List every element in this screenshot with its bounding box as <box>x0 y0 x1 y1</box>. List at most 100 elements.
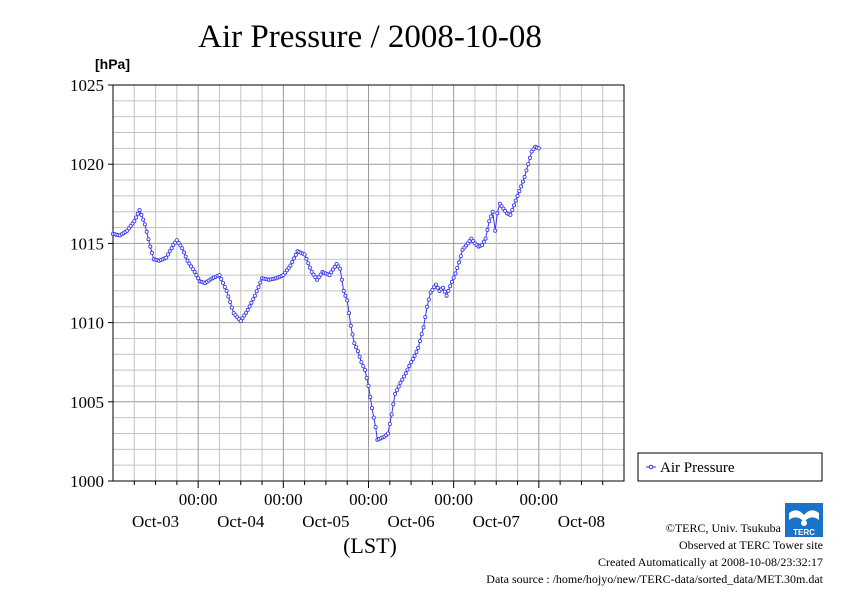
data-point <box>254 289 259 294</box>
data-point <box>135 211 140 216</box>
data-point <box>520 179 525 184</box>
data-point <box>228 299 233 304</box>
data-point <box>139 212 144 217</box>
data-point <box>134 215 139 220</box>
data-point <box>419 332 424 337</box>
data-point <box>517 189 522 194</box>
data-point <box>396 384 401 389</box>
data-point <box>137 208 142 213</box>
data-point <box>401 374 406 379</box>
data-point <box>522 174 527 179</box>
data-point <box>373 425 378 430</box>
data-point <box>357 354 362 359</box>
chart-title: Air Pressure / 2008-10-08 <box>198 19 542 55</box>
data-point <box>524 168 529 173</box>
y-axis: 1000 1005 1010 1015 1020 1025 <box>70 76 113 491</box>
copyright-text: ©TERC, Univ. Tsukuba <box>666 521 782 535</box>
data-point <box>242 313 247 318</box>
x-time-label: 00:00 <box>519 490 558 509</box>
data-point <box>458 254 463 259</box>
legend-marker-swatch <box>648 464 654 470</box>
data-point <box>371 415 376 420</box>
data-point <box>176 240 181 245</box>
data-point <box>483 236 488 241</box>
data-point <box>290 259 295 264</box>
data-point <box>488 214 493 219</box>
data-point <box>442 289 447 294</box>
y-tick-label: 1020 <box>70 155 104 174</box>
data-point <box>416 345 421 350</box>
data-point <box>245 307 250 312</box>
data-point <box>361 364 366 369</box>
data-point <box>258 280 263 285</box>
data-point <box>410 356 415 361</box>
data-point <box>341 288 346 293</box>
data-point <box>316 275 321 280</box>
data-point <box>519 184 524 189</box>
data-point <box>409 360 414 365</box>
data-point <box>515 193 520 198</box>
data-point <box>178 243 183 248</box>
data-point <box>309 269 314 274</box>
data-point <box>288 263 293 268</box>
data-point <box>345 298 350 303</box>
x-date-label: Oct-07 <box>473 512 521 531</box>
data-point <box>146 237 151 242</box>
data-point <box>412 353 417 358</box>
data-point <box>426 297 431 302</box>
data-point <box>508 212 513 217</box>
data-point <box>435 285 440 290</box>
data-point <box>385 431 390 436</box>
data-point <box>446 288 451 293</box>
created-time-text: Created Automatically at 2008-10-08/23:3… <box>598 555 823 569</box>
data-point <box>455 265 460 270</box>
data-point <box>350 332 355 337</box>
data-point <box>510 208 515 213</box>
data-point <box>493 228 498 233</box>
data-point <box>180 246 185 251</box>
data-point <box>407 363 412 368</box>
data-point <box>348 323 353 328</box>
data-point <box>432 285 437 290</box>
data-point <box>329 270 334 275</box>
data-point <box>217 273 222 278</box>
series-air-pressure <box>111 144 541 442</box>
data-point <box>359 360 364 365</box>
data-point <box>528 155 533 160</box>
x-time-label: 00:00 <box>264 490 303 509</box>
wave-icon <box>789 510 819 522</box>
data-point <box>480 242 485 247</box>
data-point <box>149 250 154 255</box>
data-point <box>330 267 335 272</box>
legend: Air Pressure <box>637 452 823 482</box>
data-point <box>194 273 199 278</box>
data-point <box>185 258 190 263</box>
data-point <box>487 219 492 224</box>
data-point <box>189 264 194 269</box>
credits-block: ©TERC, Univ. Tsukuba Observed at TERC To… <box>486 521 823 586</box>
y-tick-label: 1015 <box>70 234 104 253</box>
data-point <box>405 367 410 372</box>
data-point <box>219 276 224 281</box>
data-point <box>314 277 319 282</box>
data-point <box>430 287 435 292</box>
x-time-label: 00:00 <box>434 490 473 509</box>
data-point <box>141 217 146 222</box>
data-point <box>513 198 518 203</box>
data-point <box>428 290 433 295</box>
data-point <box>327 273 332 278</box>
data-point <box>224 288 229 293</box>
data-point <box>453 271 458 276</box>
y-tick-label: 1025 <box>70 76 104 95</box>
x-axis-label: (LST) <box>343 533 397 558</box>
data-point <box>451 275 456 280</box>
data-point <box>391 402 396 407</box>
data-point <box>240 316 245 321</box>
x-date-label: Oct-03 <box>132 512 179 531</box>
data-point <box>174 238 179 243</box>
data-point <box>512 203 517 208</box>
data-point <box>448 284 453 289</box>
data-point <box>368 394 373 399</box>
